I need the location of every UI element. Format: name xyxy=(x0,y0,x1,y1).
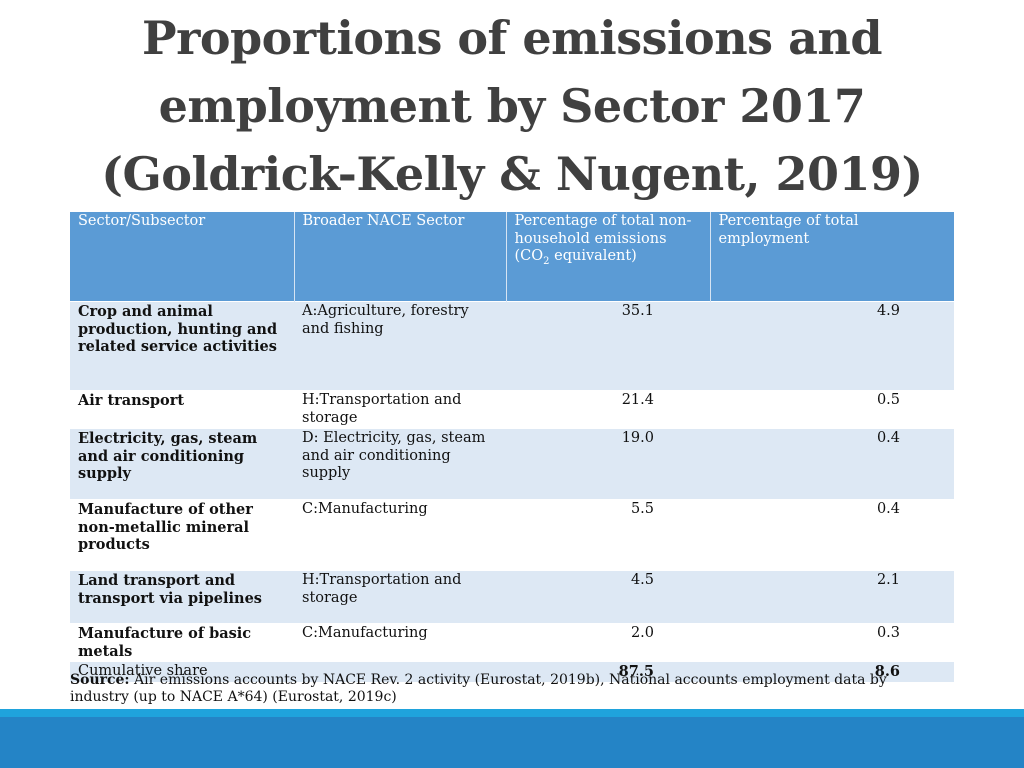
cell-nace: H:Transportation and storage xyxy=(294,570,506,624)
cell-sector: Manufacture of other non-metallic minera… xyxy=(70,499,294,571)
footer-band xyxy=(0,717,1024,768)
cell-emissions: 35.1 xyxy=(506,301,710,391)
source-label: Source: xyxy=(70,672,130,688)
cell-nace: D: Electricity, gas, steam and air condi… xyxy=(294,428,506,500)
cell-sector: Air transport xyxy=(70,390,294,429)
cumulative-nace-empty xyxy=(294,661,506,682)
cell-nace: A:Agriculture, forestry and fishing xyxy=(294,301,506,391)
cumulative-emissions: 87.5 xyxy=(506,661,710,682)
title-line-1: Proportions of emissions and xyxy=(142,11,882,65)
cell-emissions: 4.5 xyxy=(506,570,710,624)
cell-nace: C:Manufacturing xyxy=(294,499,506,571)
table-row: Electricity, gas, steam and air conditio… xyxy=(70,428,954,500)
header-nace: Broader NACE Sector xyxy=(294,212,507,302)
table-header-row: Sector/Subsector Broader NACE Sector Per… xyxy=(70,212,954,302)
table-row: Land transport and transport via pipelin… xyxy=(70,570,954,624)
header-emissions-subscript: 2 xyxy=(543,255,550,267)
table-row: Manufacture of basic metals C:Manufactur… xyxy=(70,623,954,662)
cumulative-label: Cumulative share xyxy=(70,661,294,682)
cumulative-row: Cumulative share 87.5 8.6 xyxy=(70,661,954,682)
cell-sector: Land transport and transport via pipelin… xyxy=(70,570,294,624)
cell-employment: 2.1 xyxy=(710,570,954,624)
cell-emissions: 21.4 xyxy=(506,390,710,429)
header-emissions-end: equivalent) xyxy=(549,248,637,264)
cell-sector: Manufacture of basic metals xyxy=(70,623,294,662)
header-employment: Percentage of total employment xyxy=(710,212,954,302)
cell-emissions: 19.0 xyxy=(506,428,710,500)
cell-employment: 0.3 xyxy=(710,623,954,662)
cell-sector: Crop and animal production, hunting and … xyxy=(70,301,294,391)
footer-accent-band xyxy=(0,709,1024,717)
cell-employment: 0.4 xyxy=(710,428,954,500)
header-emissions-main: Percentage of total non-household emissi… xyxy=(514,213,692,264)
cell-emissions: 5.5 xyxy=(506,499,710,571)
slide-title: Proportions of emissions and employment … xyxy=(0,4,1024,208)
cell-sector: Electricity, gas, steam and air conditio… xyxy=(70,428,294,500)
source-note: Source: Air emissions accounts by NACE R… xyxy=(70,672,950,706)
table-row: Manufacture of other non-metallic minera… xyxy=(70,499,954,571)
cumulative-employment: 8.6 xyxy=(710,661,954,682)
table-row: Crop and animal production, hunting and … xyxy=(70,301,954,391)
cell-emissions: 2.0 xyxy=(506,623,710,662)
title-line-2: employment by Sector 2017 xyxy=(158,79,866,133)
title-line-3: (Goldrick-Kelly & Nugent, 2019) xyxy=(101,147,923,201)
cell-nace: H:Transportation and storage xyxy=(294,390,506,429)
header-emissions: Percentage of total non-household emissi… xyxy=(506,212,711,302)
header-sector: Sector/Subsector xyxy=(70,212,295,302)
table-row: Air transport H:Transportation and stora… xyxy=(70,390,954,429)
cell-nace: C:Manufacturing xyxy=(294,623,506,662)
cell-employment: 0.4 xyxy=(710,499,954,571)
cell-employment: 4.9 xyxy=(710,301,954,391)
source-text: Air emissions accounts by NACE Rev. 2 ac… xyxy=(70,672,887,705)
cell-employment: 0.5 xyxy=(710,390,954,429)
emissions-employment-table: Sector/Subsector Broader NACE Sector Per… xyxy=(70,212,954,682)
